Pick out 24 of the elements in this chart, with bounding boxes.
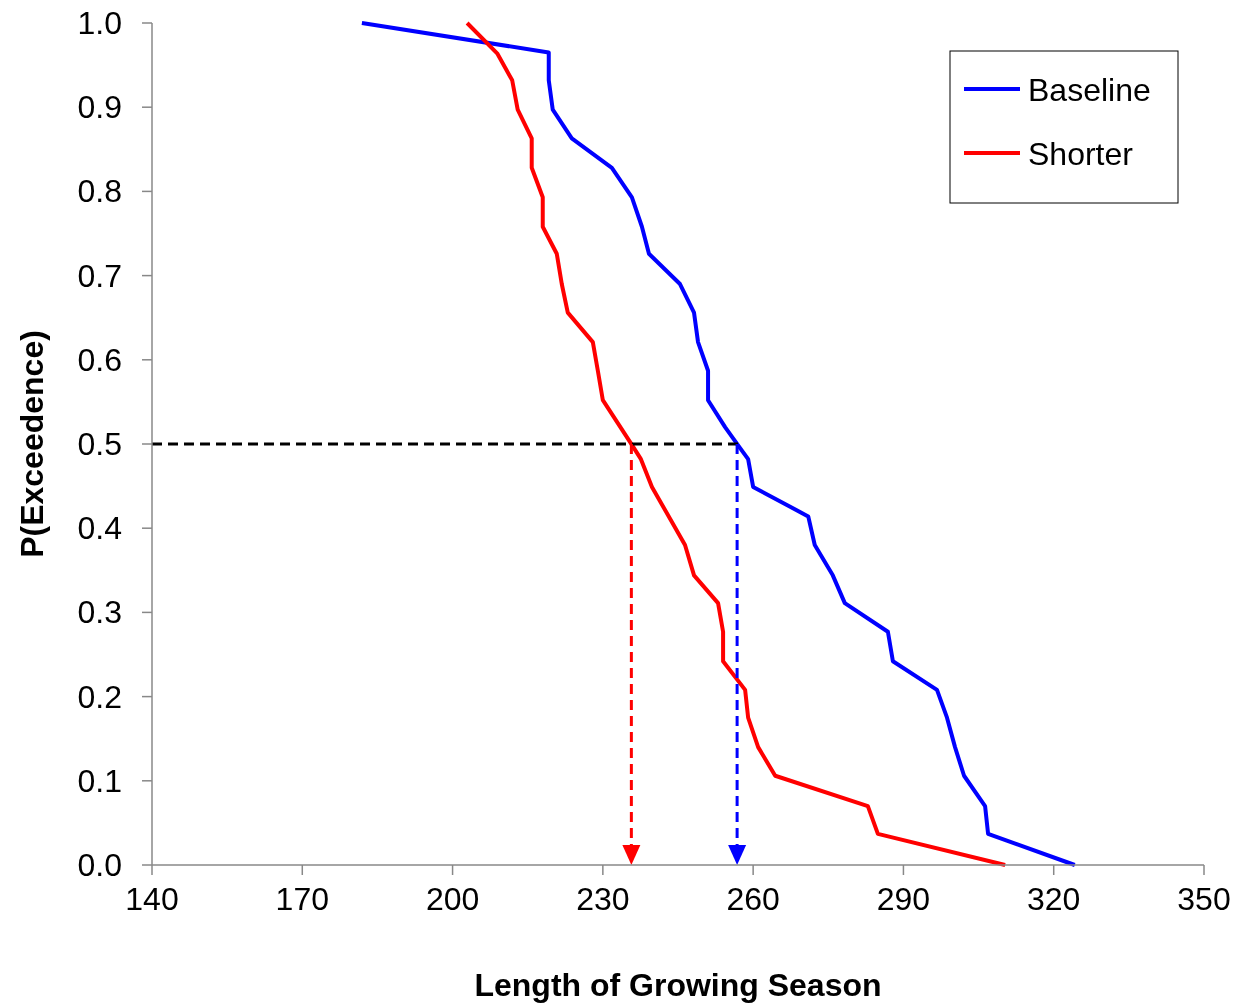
y-tick-label: 0.9 [77,89,122,126]
x-tick-label: 200 [425,881,480,917]
y-tick-label: 0.2 [77,678,122,715]
y-tick-label: 0.6 [77,341,122,378]
legend-label: Shorter [1028,136,1134,172]
x-tick-label: 170 [275,881,329,917]
legend-label: Baseline [1028,72,1151,108]
y-tick-label: 0.4 [77,510,122,547]
y-tick-label: 0.3 [77,594,122,631]
x-tick-label: 290 [876,881,931,917]
x-tick-label: 320 [1027,881,1081,917]
y-tick-label: 0.0 [77,847,122,883]
y-tick-label: 1.0 [77,5,122,41]
y-tick-label: 0.5 [77,426,122,462]
x-tick-label: 230 [576,881,630,917]
x-tick-label: 260 [726,881,780,917]
x-axis-title: Length of Growing Season [474,967,882,1003]
y-tick-label: 0.7 [77,257,122,294]
y-tick-label: 0.8 [77,173,122,210]
x-tick-label: 350 [1177,881,1231,917]
x-tick-label: 140 [125,881,179,917]
y-tick-label: 0.1 [77,762,122,799]
line-series [465,21,1008,867]
y-axis-title: P(Exceedence) [14,330,50,558]
